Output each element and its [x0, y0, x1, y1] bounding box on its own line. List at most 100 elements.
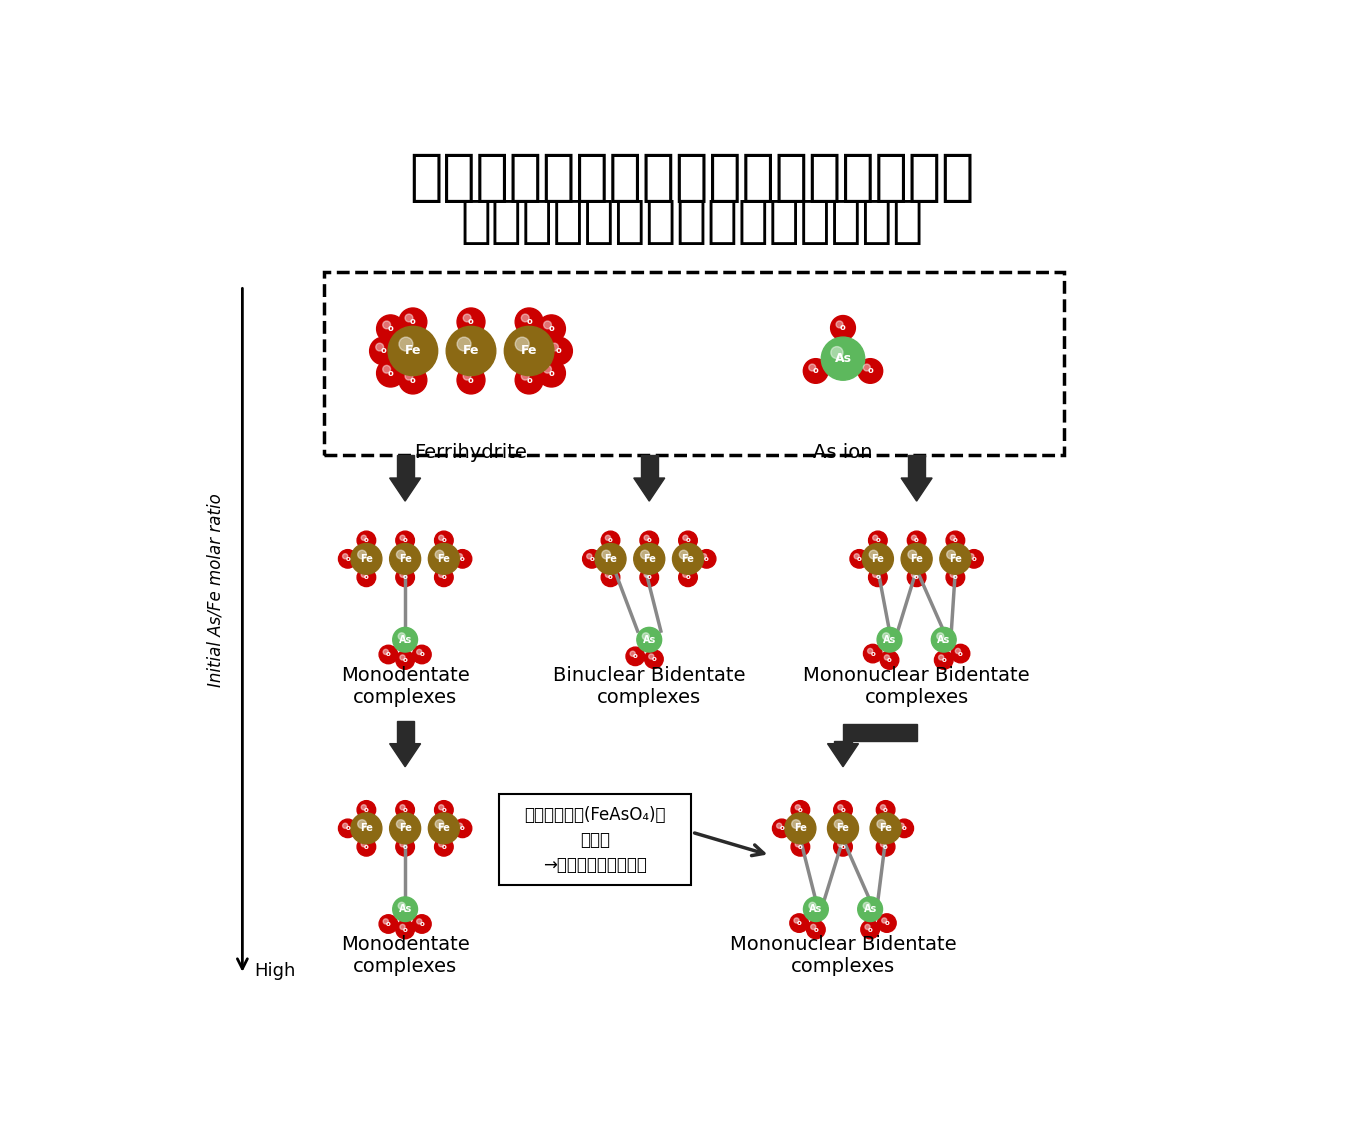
- Circle shape: [356, 569, 375, 587]
- Circle shape: [601, 569, 620, 587]
- Text: As ion: As ion: [813, 443, 872, 462]
- Text: o: o: [876, 574, 880, 580]
- Circle shape: [413, 915, 431, 933]
- Circle shape: [458, 823, 463, 828]
- Circle shape: [864, 364, 871, 371]
- Circle shape: [899, 823, 904, 828]
- Circle shape: [343, 823, 348, 828]
- Circle shape: [882, 918, 887, 923]
- Circle shape: [428, 544, 459, 574]
- Circle shape: [400, 804, 405, 810]
- Text: o: o: [868, 367, 873, 376]
- Circle shape: [583, 549, 601, 569]
- Circle shape: [791, 801, 810, 819]
- Circle shape: [396, 838, 414, 856]
- Text: Fe: Fe: [643, 554, 656, 564]
- Text: o: o: [364, 537, 369, 544]
- Text: High: High: [254, 962, 296, 980]
- Circle shape: [362, 804, 366, 810]
- Circle shape: [351, 544, 382, 574]
- Circle shape: [447, 326, 495, 376]
- Circle shape: [605, 572, 610, 578]
- Circle shape: [390, 544, 421, 574]
- Text: o: o: [346, 826, 350, 831]
- Text: Fe: Fe: [437, 823, 451, 834]
- Circle shape: [865, 924, 871, 929]
- Circle shape: [868, 569, 887, 587]
- Circle shape: [356, 531, 375, 549]
- Circle shape: [880, 804, 886, 810]
- Circle shape: [379, 645, 398, 663]
- Circle shape: [784, 813, 815, 844]
- Circle shape: [601, 531, 620, 549]
- Polygon shape: [633, 478, 664, 501]
- Circle shape: [400, 924, 405, 929]
- Text: Fe: Fe: [603, 554, 617, 564]
- Text: Initial As/Fe molar ratio: Initial As/Fe molar ratio: [207, 493, 224, 687]
- Text: o: o: [468, 317, 474, 326]
- Circle shape: [900, 544, 931, 574]
- Text: o: o: [526, 317, 532, 326]
- Text: o: o: [686, 537, 690, 544]
- FancyBboxPatch shape: [500, 794, 691, 885]
- Bar: [641, 455, 657, 478]
- Text: o: o: [548, 324, 555, 333]
- Text: As: As: [398, 905, 412, 914]
- Circle shape: [876, 838, 895, 856]
- Circle shape: [649, 654, 653, 659]
- Text: Mononuclear Bidentate
complexes: Mononuclear Bidentate complexes: [803, 666, 1030, 706]
- Circle shape: [868, 649, 872, 653]
- Bar: [842, 724, 917, 741]
- Circle shape: [644, 572, 649, 578]
- Circle shape: [383, 919, 389, 924]
- Circle shape: [637, 627, 662, 652]
- Circle shape: [435, 838, 454, 856]
- Text: As: As: [834, 352, 852, 365]
- Circle shape: [605, 535, 610, 540]
- Text: o: o: [441, 844, 447, 849]
- Text: As: As: [809, 905, 822, 914]
- Circle shape: [463, 314, 471, 321]
- Circle shape: [595, 544, 626, 574]
- Circle shape: [390, 813, 421, 844]
- Circle shape: [397, 820, 405, 828]
- Text: 固液界面における環境浄化機構の解明: 固液界面における環境浄化機構の解明: [409, 151, 975, 205]
- Text: Fe: Fe: [837, 823, 849, 834]
- Circle shape: [633, 544, 664, 574]
- Circle shape: [458, 554, 463, 558]
- Circle shape: [339, 819, 356, 838]
- Circle shape: [938, 655, 944, 660]
- Circle shape: [907, 531, 926, 549]
- Text: o: o: [686, 574, 690, 580]
- Circle shape: [791, 838, 810, 856]
- Circle shape: [950, 535, 956, 540]
- Text: o: o: [884, 920, 890, 926]
- Circle shape: [679, 531, 698, 549]
- Text: o: o: [914, 574, 919, 580]
- Circle shape: [937, 633, 944, 640]
- Circle shape: [544, 321, 551, 328]
- Text: ー水酸化第二鉄によるヒ素除去ー: ー水酸化第二鉄によるヒ素除去ー: [460, 197, 923, 247]
- Circle shape: [396, 801, 414, 819]
- Text: As: As: [864, 905, 876, 914]
- Circle shape: [698, 549, 716, 569]
- Text: Fe: Fe: [360, 823, 373, 834]
- Text: o: o: [402, 537, 408, 544]
- Text: o: o: [608, 537, 613, 544]
- Circle shape: [884, 655, 890, 660]
- Circle shape: [895, 819, 914, 838]
- Circle shape: [850, 549, 868, 569]
- Text: As: As: [398, 635, 412, 645]
- Circle shape: [454, 819, 471, 838]
- Text: Fe: Fe: [437, 554, 451, 564]
- Text: Fe: Fe: [521, 344, 537, 358]
- Circle shape: [883, 633, 890, 640]
- Circle shape: [952, 644, 969, 663]
- Circle shape: [956, 649, 960, 653]
- Polygon shape: [390, 478, 421, 501]
- Text: o: o: [364, 807, 369, 813]
- Circle shape: [521, 372, 529, 380]
- Circle shape: [435, 550, 444, 558]
- Circle shape: [405, 372, 413, 380]
- Circle shape: [863, 902, 871, 909]
